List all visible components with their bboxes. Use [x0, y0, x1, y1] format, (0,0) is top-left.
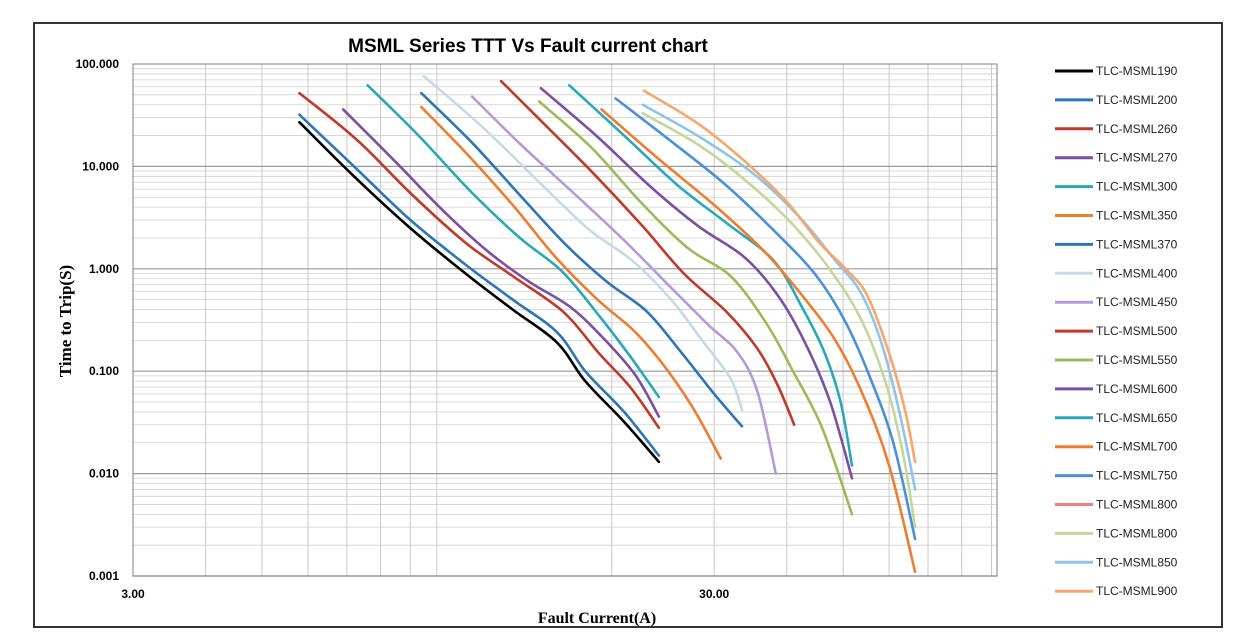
y-tick-label: 0.100	[89, 364, 119, 378]
x-tick-label: 3.00	[121, 587, 145, 601]
legend-label: TLC-MSML650	[1096, 411, 1178, 425]
series-line-tlc-msml550	[537, 100, 854, 516]
series-lines	[298, 74, 917, 574]
legend: TLC-MSML190 TLC-MSML200 TLC-MSML260 TLC-MSM…	[1055, 64, 1178, 598]
legend-label: TLC-MSML300	[1096, 180, 1178, 194]
legend-label: TLC-MSML370	[1096, 237, 1178, 251]
plot-area	[132, 63, 998, 577]
legend-label: TLC-MSML700	[1096, 440, 1178, 454]
legend-label: TLC-MSML750	[1096, 469, 1178, 483]
series-line-tlc-msml750	[614, 97, 917, 541]
x-tick-label: 30.00	[699, 587, 729, 601]
series-line-tlc-msml200	[298, 113, 661, 457]
legend-label: TLC-MSML550	[1096, 353, 1178, 367]
series-line-tlc-msml300	[366, 84, 661, 399]
series-line-tlc-msml450	[470, 95, 778, 475]
series-line-tlc-msml900	[642, 89, 917, 464]
series-line-tlc-msml400	[422, 74, 744, 412]
series-line-tlc-msml500	[499, 79, 796, 426]
series-line-tlc-msml190	[298, 120, 661, 464]
series-line-tlc-msml850	[641, 103, 917, 491]
legend-label: TLC-MSML600	[1096, 382, 1178, 396]
series-line-tlc-msml260	[298, 91, 661, 430]
y-tick-label: 1.000	[89, 262, 119, 276]
legend-label: TLC-MSML800	[1096, 526, 1178, 540]
legend-label: TLC-MSML850	[1096, 555, 1178, 569]
series-line-tlc-msml370	[420, 91, 744, 428]
legend-label: TLC-MSML200	[1096, 93, 1178, 107]
legend-label: TLC-MSML450	[1096, 295, 1178, 309]
y-tick-label: 0.010	[89, 467, 119, 481]
series-line-tlc-msml600	[539, 86, 854, 480]
series-line-tlc-msml350	[420, 105, 723, 460]
y-tick-label: 100.000	[76, 57, 120, 71]
legend-label: TLC-MSML350	[1096, 209, 1178, 223]
legend-label: TLC-MSML500	[1096, 324, 1178, 338]
y-tick-label: 0.001	[89, 569, 119, 583]
series-line-tlc-msml700	[600, 108, 917, 574]
legend-label: TLC-MSML190	[1096, 64, 1178, 78]
chart-frame	[33, 22, 1223, 628]
legend-label: TLC-MSML270	[1096, 151, 1178, 165]
legend-label: TLC-MSML800	[1096, 498, 1178, 512]
y-tick-label: 10.000	[82, 159, 119, 173]
series-line-tlc-msml800	[641, 112, 917, 529]
legend-label: TLC-MSML900	[1096, 584, 1178, 598]
legend-label: TLC-MSML400	[1096, 266, 1178, 280]
y-axis-label: Time to Trip(S)	[56, 265, 75, 377]
x-axis-label: Fault Current(A)	[538, 610, 656, 627]
chart-title: MSML Series TTT Vs Fault current chart	[348, 36, 708, 57]
series-line-tlc-msml270	[341, 108, 661, 418]
grid	[132, 64, 997, 577]
legend-label: TLC-MSML260	[1096, 122, 1178, 136]
